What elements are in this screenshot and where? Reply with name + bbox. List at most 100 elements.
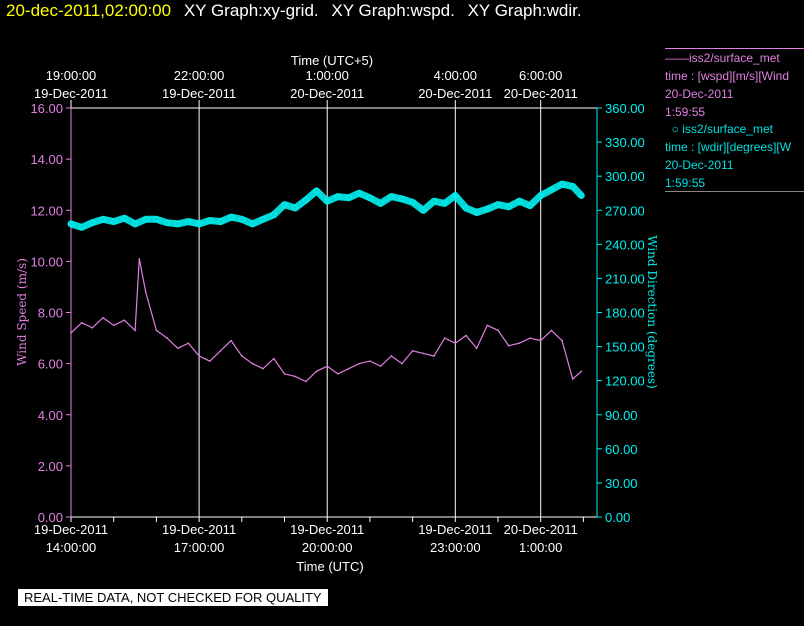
legend-wdir-marker-icon: ○ xyxy=(671,122,679,136)
series-wdir-point xyxy=(228,214,235,221)
series-wdir-point xyxy=(185,218,192,225)
series-wdir-point xyxy=(249,220,256,227)
series-wdir-point xyxy=(516,198,523,205)
series-wspd-point xyxy=(507,344,510,347)
series-wspd-point xyxy=(230,339,232,342)
bottom-axis-tick-time: 20:00:00 xyxy=(302,540,353,555)
series-wspd-point xyxy=(102,316,104,319)
right-axis-tick-label: 60.00 xyxy=(605,442,638,457)
series-wspd-point xyxy=(262,367,264,370)
series-wdir-point xyxy=(110,218,117,225)
left-axis-title: Wind Speed (m/s) xyxy=(15,258,29,366)
series-wspd-point xyxy=(123,319,126,321)
top-axis-tick-date: 19-Dec-2011 xyxy=(34,86,108,101)
series-wspd-point xyxy=(251,362,254,365)
series-wdir-point xyxy=(569,183,576,190)
series-wspd-point xyxy=(411,350,414,352)
series-wdir-band xyxy=(67,180,585,231)
series-wdir-point xyxy=(100,216,107,223)
series-wdir-point xyxy=(430,198,437,205)
series-wdir-point xyxy=(174,220,181,227)
legend-wdir-source: ○ iss2/surface_met xyxy=(671,122,773,136)
right-axis-tick-label: 270.00 xyxy=(605,203,645,218)
series-wdir-point xyxy=(462,204,469,211)
series-wspd-point xyxy=(401,362,403,365)
series-wdir-point xyxy=(238,216,245,223)
series-wdir-point xyxy=(366,194,373,201)
header-title-grid[interactable]: XY Graph:xy-grid. xyxy=(183,1,319,20)
series-wdir-point xyxy=(578,192,585,199)
series-wspd-point xyxy=(294,375,296,378)
series-wdir-point xyxy=(495,201,501,208)
series-wdir-point xyxy=(559,181,566,188)
right-axis-tick-label: 90.00 xyxy=(605,408,638,423)
series-wspd-point xyxy=(550,329,553,332)
series-wspd-point xyxy=(315,370,318,373)
series-wspd-point xyxy=(529,337,531,339)
series-wdir-point xyxy=(473,209,480,216)
right-axis-tick-label: 30.00 xyxy=(605,476,638,491)
series-wspd-point xyxy=(80,321,83,324)
series-wdir-point xyxy=(270,211,277,218)
series-wspd-point xyxy=(379,365,382,367)
right-axis-tick-label: 0.00 xyxy=(605,510,630,525)
xy-graph: 0.00 2.00 4.00 6.00 8.00 10.00 12.00 14.00 16.00… xyxy=(15,53,659,574)
top-axis-tick-date: 20-Dec-2011 xyxy=(418,86,492,101)
series-wspd-point xyxy=(166,337,168,339)
series-wdir-point xyxy=(132,220,139,227)
top-axis-title: Time (UTC+5) xyxy=(291,53,373,68)
header-title-wdir[interactable]: XY Graph:wdir. xyxy=(467,1,582,20)
series-wdir-point xyxy=(217,218,224,225)
legend-wdir[interactable]: ○ iss2/surface_met time : [wdir][degrees… xyxy=(665,120,804,192)
series-wdir-point xyxy=(334,193,341,200)
top-axis-tick-time: 19:00:00 xyxy=(46,68,97,83)
series-wdir-point xyxy=(409,199,416,206)
right-axis-tick-label: 180.00 xyxy=(605,306,645,321)
left-axis-tick-label: 16.00 xyxy=(30,101,63,116)
legend-wspd[interactable]: ——iss2/surface_met time : [wspd][m/s][Wi… xyxy=(665,48,804,121)
legend-divider xyxy=(665,191,804,192)
right-axis-tick-label: 120.00 xyxy=(605,374,645,389)
series-wspd-point xyxy=(198,355,200,357)
right-axis-tick-label: 210.00 xyxy=(605,271,645,286)
bottom-axis-tick-date: 19-Dec-2011 xyxy=(290,522,364,537)
top-axis-tick-time: 4:00:00 xyxy=(434,68,477,83)
series-wdir-point xyxy=(377,200,384,207)
series-wspd-point xyxy=(112,324,115,327)
header-title-wspd[interactable]: XY Graph:wspd. xyxy=(331,1,455,20)
series-wspd-point xyxy=(486,324,489,327)
quality-notice: REAL-TIME DATA, NOT CHECKED FOR QUALITY xyxy=(18,589,328,606)
series-wspd-point xyxy=(422,352,425,355)
series-wspd-point xyxy=(475,347,478,350)
top-axis-tick-date: 20-Dec-2011 xyxy=(290,86,364,101)
series-wdir-point xyxy=(420,207,427,214)
left-axis-tick-label: 12.00 xyxy=(30,203,63,218)
bottom-axis-tick-time: 23:00:00 xyxy=(430,540,481,555)
series-wdir-point xyxy=(196,220,203,227)
legend-wdir-date: 20-Dec-2011 xyxy=(665,158,734,172)
top-axis-tick-date: 19-Dec-2011 xyxy=(162,86,236,101)
series-wspd-point xyxy=(70,332,72,334)
series-wdir-point xyxy=(324,198,331,205)
series-wdir-point xyxy=(142,216,149,223)
series-wdir-point xyxy=(281,201,288,208)
series-wspd-point xyxy=(134,329,136,332)
series-wspd-point xyxy=(187,342,190,344)
legend-wspd-source: ——iss2/surface_met xyxy=(665,51,780,65)
series-wspd-point xyxy=(337,373,339,375)
left-axis-tick-label: 0.00 xyxy=(38,510,63,525)
legend-wspd-date: 20-Dec-2011 xyxy=(665,87,734,101)
series-wspd-point xyxy=(390,355,393,357)
series-wdir-point xyxy=(527,202,534,209)
bottom-axis-tick-time: 1:00:00 xyxy=(519,540,562,555)
header-timestamp: 20-dec-2011,02:00:00 xyxy=(6,1,172,20)
series-wdir-point xyxy=(313,187,320,194)
series-wspd-point xyxy=(369,360,371,362)
series-wspd-point xyxy=(561,339,563,342)
left-axis-tick-label: 10.00 xyxy=(30,254,63,269)
series-wdir-point xyxy=(206,217,213,224)
series-wdir-point xyxy=(68,220,74,227)
series-wdir-point xyxy=(452,192,459,199)
bottom-axis-tick-date: 19-Dec-2011 xyxy=(418,522,492,537)
series-wspd-point xyxy=(241,355,243,357)
